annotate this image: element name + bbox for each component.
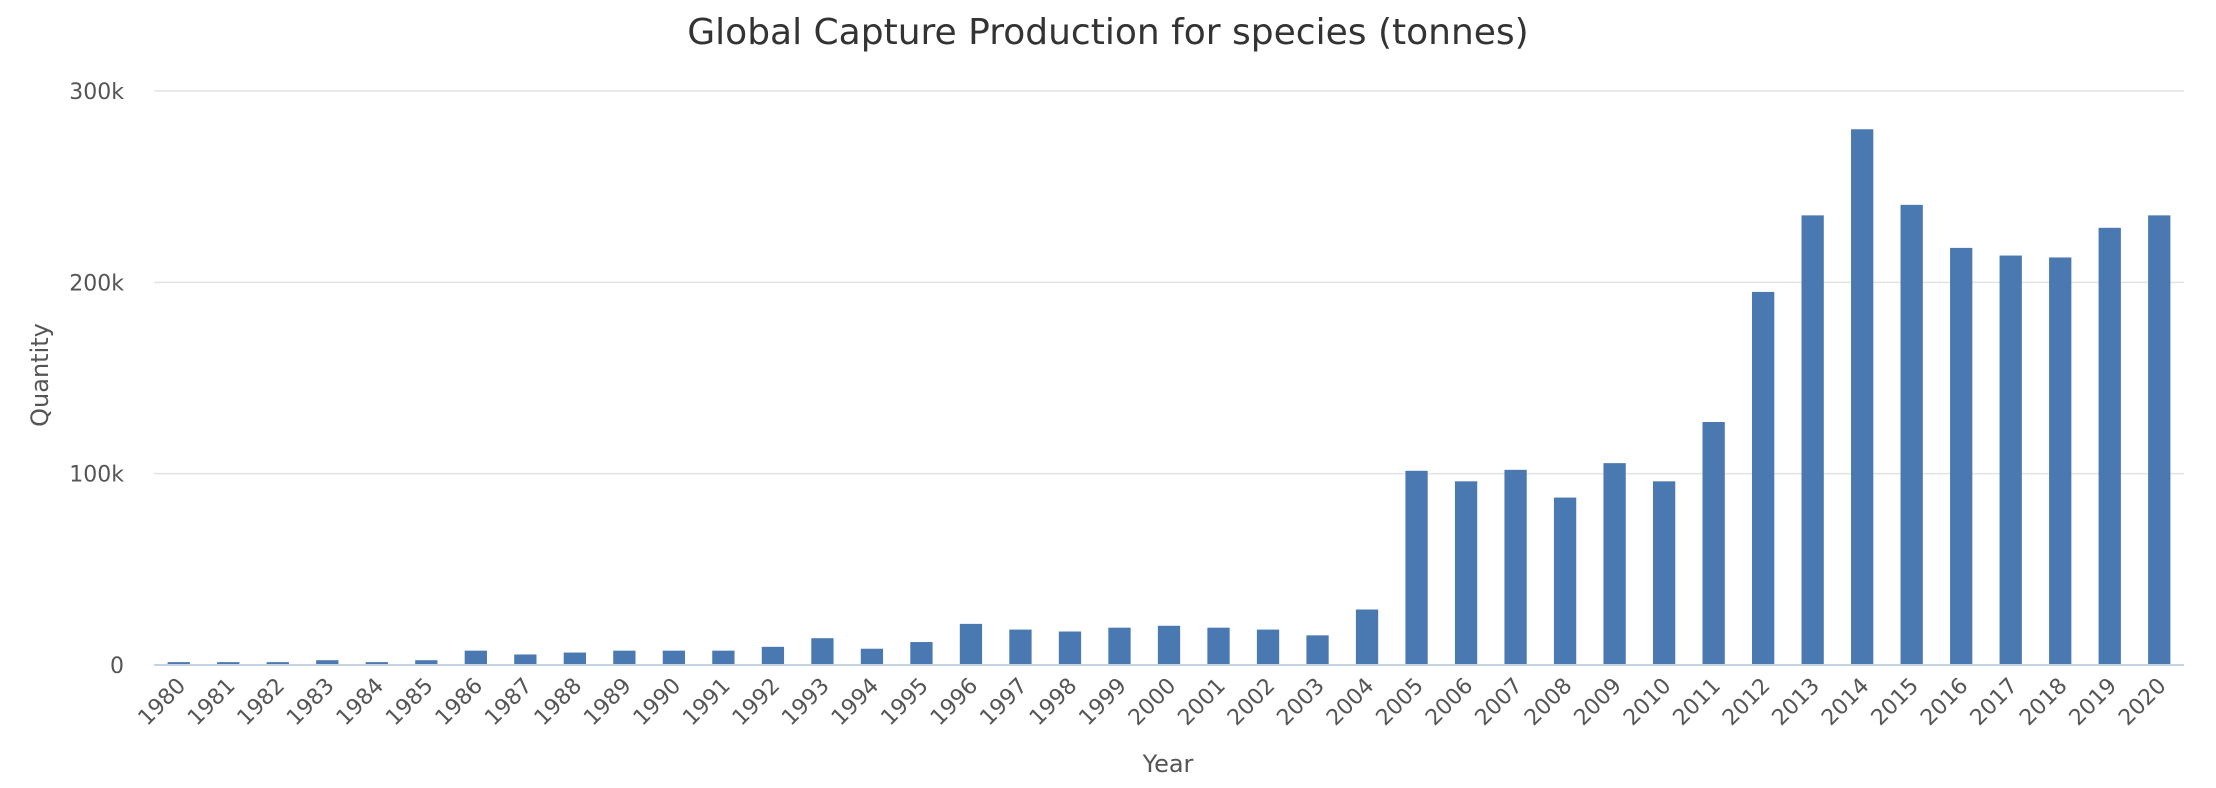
x-axis-title: Year — [1142, 750, 1194, 778]
bar-2017[interactable] — [1999, 255, 2022, 665]
bar-1988[interactable] — [563, 652, 586, 665]
bar-2001[interactable] — [1207, 627, 1230, 665]
x-tick-label: 1982 — [233, 674, 290, 731]
bar-1992[interactable] — [761, 646, 785, 665]
bar-2018[interactable] — [2049, 257, 2072, 665]
x-tick-label: 2011 — [1669, 674, 1726, 731]
x-tick-label: 1996 — [926, 674, 983, 731]
x-tick-label: 1984 — [332, 674, 389, 731]
bar-1989[interactable] — [613, 650, 636, 665]
x-tick-label: 1990 — [629, 674, 686, 731]
x-tick-label: 1980 — [134, 674, 191, 731]
x-tick-label: 2017 — [1966, 674, 2023, 731]
bar-1997[interactable] — [1009, 629, 1032, 665]
x-tick-label: 1998 — [1025, 674, 1082, 731]
bar-1993[interactable] — [811, 638, 834, 665]
bar-1986[interactable] — [464, 650, 487, 665]
x-tick-label: 2020 — [2114, 674, 2171, 731]
x-axis-ticks: 1980198119821983198419851986198719881989… — [134, 674, 2172, 731]
y-axis-ticks: 0 100k 200k 300k — [69, 80, 124, 679]
y-tick-label: 0 — [110, 654, 124, 679]
x-tick-label: 2004 — [1322, 674, 1379, 731]
bar-1994[interactable] — [860, 648, 884, 665]
bar-2010[interactable] — [1652, 481, 1676, 665]
bar-2008[interactable] — [1553, 497, 1577, 665]
bar-2016[interactable] — [1950, 247, 1973, 666]
x-tick-label: 2010 — [1619, 674, 1676, 731]
x-tick-label: 2003 — [1273, 674, 1330, 731]
bar-1999[interactable] — [1108, 627, 1131, 665]
bar-2015[interactable] — [1900, 204, 1923, 666]
bars — [167, 129, 2171, 666]
x-tick-label: 2015 — [1867, 674, 1924, 731]
x-tick-label: 1995 — [876, 674, 933, 731]
bar-2005[interactable] — [1405, 470, 1428, 665]
bar-1985[interactable] — [415, 660, 438, 665]
x-tick-label: 2008 — [1520, 674, 1577, 731]
y-tick-label: 300k — [69, 80, 124, 105]
bar-2009[interactable] — [1603, 463, 1626, 665]
bar-2002[interactable] — [1256, 629, 1280, 665]
y-axis-title: Quantity — [26, 323, 54, 427]
x-tick-label: 2005 — [1372, 674, 1429, 731]
x-tick-label: 2012 — [1718, 674, 1775, 731]
x-tick-label: 2014 — [1817, 674, 1874, 731]
x-tick-label: 2016 — [1916, 674, 1973, 731]
x-tick-label: 1987 — [480, 674, 537, 731]
bar-2011[interactable] — [1702, 422, 1725, 665]
x-tick-label: 1989 — [579, 674, 636, 731]
bar-2013[interactable] — [1801, 215, 1824, 665]
bar-2020[interactable] — [2148, 215, 2171, 665]
x-tick-label: 1983 — [282, 674, 339, 731]
bar-2003[interactable] — [1306, 635, 1329, 665]
x-tick-label: 2013 — [1768, 674, 1825, 731]
bar-1984[interactable] — [365, 662, 388, 665]
bar-1980[interactable] — [167, 662, 190, 665]
x-tick-label: 1993 — [777, 674, 834, 731]
bar-2012[interactable] — [1752, 291, 1775, 665]
x-tick-label: 1986 — [431, 674, 488, 731]
x-tick-label: 2019 — [2065, 674, 2122, 731]
x-tick-label: 1988 — [530, 674, 587, 731]
bar-2019[interactable] — [2098, 227, 2121, 665]
x-tick-label: 2001 — [1173, 674, 1230, 731]
bar-1987[interactable] — [514, 654, 537, 665]
y-tick-label: 100k — [69, 463, 124, 488]
x-tick-label: 2002 — [1223, 674, 1280, 731]
x-tick-label: 1992 — [728, 674, 785, 731]
bar-2007[interactable] — [1504, 469, 1527, 665]
bar-1996[interactable] — [959, 623, 983, 665]
x-tick-label: 1994 — [827, 674, 884, 731]
x-tick-label: 1985 — [381, 674, 438, 731]
gridlines — [154, 90, 2184, 475]
bar-1982[interactable] — [266, 662, 289, 665]
y-tick-label: 200k — [69, 271, 124, 296]
bar-1995[interactable] — [910, 642, 933, 665]
bar-1998[interactable] — [1058, 631, 1082, 665]
x-tick-label: 2018 — [2015, 674, 2072, 731]
bar-2006[interactable] — [1454, 481, 1478, 665]
bar-1991[interactable] — [712, 650, 735, 665]
bar-1983[interactable] — [316, 660, 339, 665]
bar-2014[interactable] — [1851, 129, 1874, 665]
x-tick-label: 2009 — [1570, 674, 1627, 731]
bar-1981[interactable] — [217, 662, 240, 665]
chart-title: Global Capture Production for species (t… — [687, 12, 1528, 53]
x-tick-label: 2000 — [1124, 674, 1181, 731]
bar-2004[interactable] — [1355, 609, 1379, 665]
x-tick-label: 2006 — [1421, 674, 1478, 731]
bar-2000[interactable] — [1157, 625, 1181, 665]
x-tick-label: 1999 — [1074, 674, 1131, 731]
x-tick-label: 1997 — [975, 674, 1032, 731]
x-tick-label: 1991 — [678, 674, 735, 731]
bar-1990[interactable] — [662, 650, 686, 665]
x-tick-label: 2007 — [1471, 674, 1528, 731]
x-tick-label: 1981 — [183, 674, 240, 731]
